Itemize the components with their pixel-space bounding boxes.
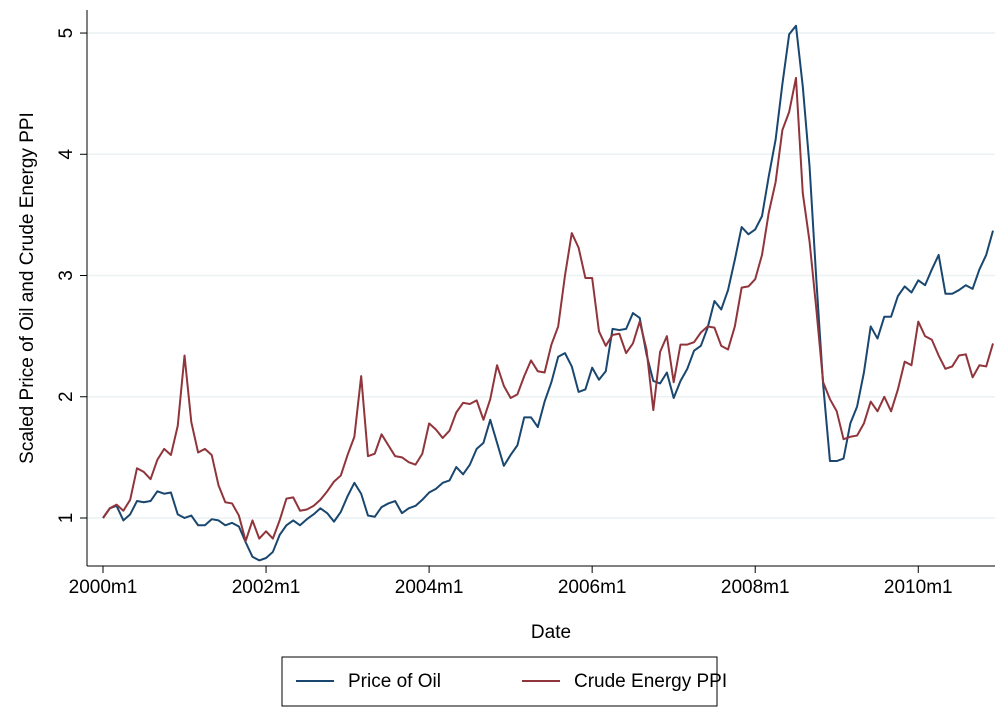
y-axis-title: Scaled Price of Oil and Crude Energy PPI bbox=[17, 112, 38, 464]
legend-box bbox=[281, 656, 718, 707]
series-line bbox=[102, 24, 994, 562]
y-tick-label: 5 bbox=[56, 28, 77, 39]
x-tick-label: 2006m1 bbox=[558, 577, 627, 598]
x-axis-title: Date bbox=[531, 622, 571, 643]
y-tick-label: 2 bbox=[56, 391, 77, 402]
y-tick-label: 1 bbox=[56, 513, 77, 524]
series-line bbox=[102, 76, 994, 543]
legend-label: Price of Oil bbox=[348, 671, 441, 692]
y-tick-label: 4 bbox=[56, 149, 77, 160]
x-tick-label: 2002m1 bbox=[232, 577, 301, 598]
x-tick-label: 2004m1 bbox=[395, 577, 464, 598]
legend-label: Crude Energy PPI bbox=[574, 671, 727, 692]
x-tick-label: 2010m1 bbox=[884, 577, 953, 598]
y-tick-label: 3 bbox=[56, 270, 77, 281]
x-tick-label: 2000m1 bbox=[69, 577, 138, 598]
x-tick-label: 2008m1 bbox=[721, 577, 790, 598]
